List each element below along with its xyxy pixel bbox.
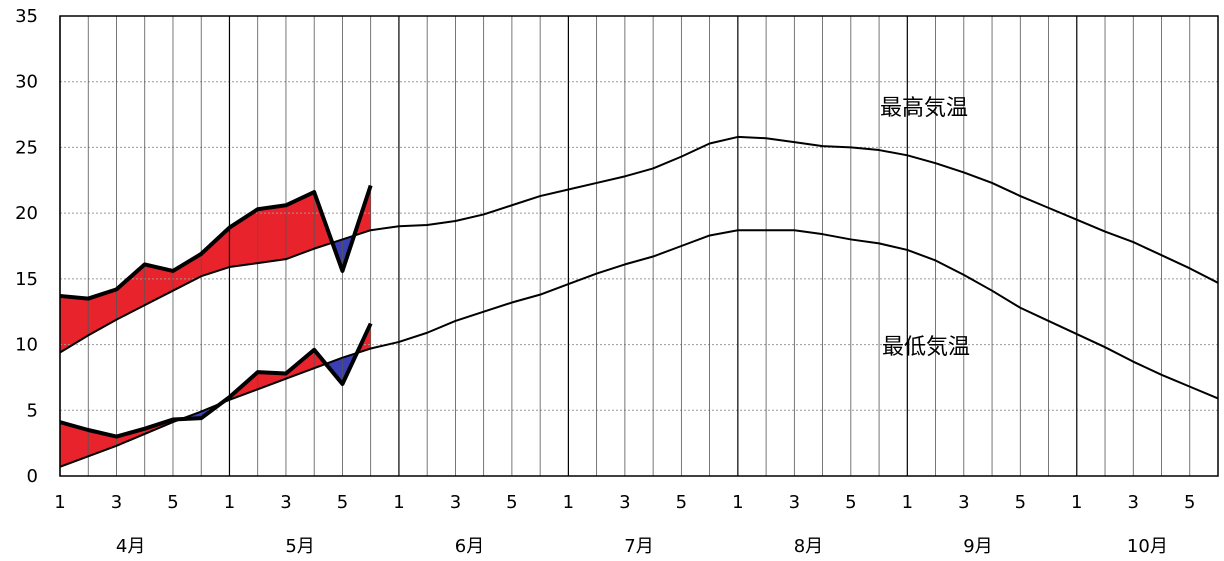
x-tick-label: 1	[902, 492, 913, 513]
y-tick-label: 35	[15, 6, 38, 27]
series-label-max: 最高気温	[880, 96, 968, 121]
x-tick-label: 1	[393, 492, 404, 513]
y-tick-label: 20	[15, 203, 38, 224]
x-tick-label: 5	[506, 492, 517, 513]
series-lines	[59, 135, 1219, 468]
y-tick-label: 30	[15, 72, 38, 93]
max-anomaly-fill	[172, 253, 202, 292]
grid-lines	[59, 15, 1219, 477]
y-tick-label: 25	[15, 137, 38, 158]
normal-min-line	[59, 229, 1219, 468]
month-label: 10月	[1127, 536, 1168, 557]
month-labels: 4月 5月 6月 7月 8月 9月 10月	[116, 536, 1168, 557]
x-tick-label: 1	[563, 492, 574, 513]
y-tick-label: 10	[15, 335, 38, 356]
x-tick-label: 5	[337, 492, 348, 513]
month-label: 7月	[624, 536, 653, 557]
x-tick-label: 3	[280, 492, 291, 513]
series-label-min: 最低気温	[882, 335, 970, 360]
month-label: 4月	[116, 536, 145, 557]
normal-max-line	[59, 135, 1219, 354]
x-tick-label: 1	[1071, 492, 1082, 513]
x-tick-label: 3	[789, 492, 800, 513]
x-tick-label: 5	[167, 492, 178, 513]
x-tick-label: 1	[54, 492, 65, 513]
x-tick-label: 5	[845, 492, 856, 513]
x-tick-label: 3	[450, 492, 461, 513]
month-label: 9月	[963, 536, 992, 557]
x-tick-label: 3	[1128, 492, 1139, 513]
x-tick-label: 1	[732, 492, 743, 513]
x-tick-label: 5	[676, 492, 687, 513]
actual-min-line	[59, 322, 373, 439]
x-tick-label: 3	[958, 492, 969, 513]
x-tick-label: 5	[1184, 492, 1195, 513]
month-label: 8月	[794, 536, 823, 557]
month-label: 6月	[455, 536, 484, 557]
x-tick-label: 5	[1015, 492, 1026, 513]
plot-frame	[59, 15, 1219, 477]
actual-max-line	[59, 184, 373, 301]
y-tick-labels: 0 5 10 15 20 25 30 35	[15, 6, 38, 487]
x-tick-label: 3	[111, 492, 122, 513]
x-tick-label: 3	[619, 492, 630, 513]
y-tick-label: 0	[27, 466, 38, 487]
y-tick-label: 5	[27, 400, 38, 421]
x-tick-labels: 1 3 5 1 3 5 1 3 5 1 3 5 1 3 5 1 3 5 1 3 5	[54, 492, 1195, 513]
y-tick-label: 15	[15, 269, 38, 290]
month-label: 5月	[285, 536, 314, 557]
max-anomaly-fill	[257, 204, 287, 264]
x-tick-label: 1	[224, 492, 235, 513]
